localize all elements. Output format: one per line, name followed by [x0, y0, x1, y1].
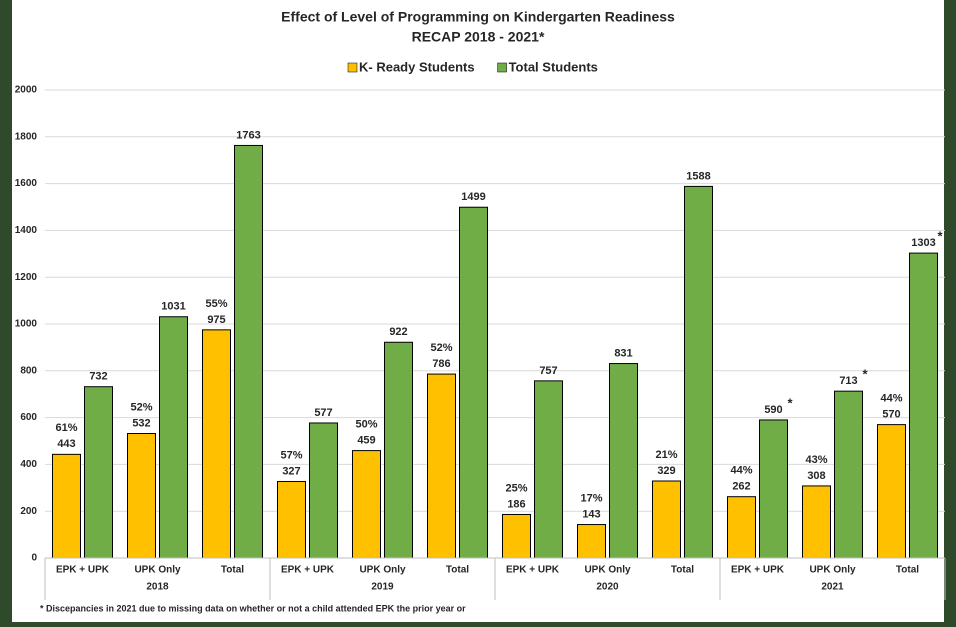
percent-label: 21%	[655, 449, 677, 461]
value-label: 1031	[161, 301, 185, 313]
chart-title: Effect of Level of Programming on Kinder…	[281, 9, 675, 25]
annotation: *	[788, 395, 794, 410]
y-tick-label: 1800	[15, 131, 38, 142]
bar	[384, 341, 413, 559]
value-label: 757	[539, 365, 557, 377]
y-tick-label: 400	[20, 459, 37, 470]
x-tick-label: EPK + UPK	[281, 565, 335, 576]
value-label: 459	[357, 435, 375, 447]
y-tick-label: 0	[31, 553, 37, 564]
annotation: *	[938, 229, 944, 244]
value-label: 713	[839, 375, 857, 387]
percent-label: 43%	[805, 454, 827, 466]
value-label: 329	[657, 465, 675, 477]
value-label: 590	[764, 404, 782, 416]
chart-subtitle: RECAP 2018 - 2021*	[412, 29, 545, 45]
percent-label: 52%	[430, 342, 452, 354]
x-tick-label: Total	[446, 565, 469, 576]
value-label: 975	[207, 314, 225, 326]
bar	[52, 453, 81, 559]
bar	[684, 185, 713, 559]
y-tick-label: 1000	[15, 319, 38, 330]
value-label: 262	[732, 481, 750, 493]
x-tick-label: UPK Only	[809, 565, 856, 576]
bar	[609, 363, 638, 559]
percent-label: 55%	[205, 298, 227, 310]
x-tick-label: EPK + UPK	[56, 565, 110, 576]
bar	[459, 206, 488, 559]
value-label: 443	[57, 438, 75, 450]
footnote: * Discepancies in 2021 due to missing da…	[40, 603, 466, 613]
bar	[202, 329, 231, 559]
x-group-label: 2020	[596, 582, 619, 593]
value-label: 570	[882, 409, 900, 421]
x-tick-label: Total	[896, 565, 919, 576]
bar	[834, 390, 863, 559]
percent-label: 50%	[355, 419, 377, 431]
value-label: 922	[389, 326, 407, 338]
x-group-label: 2021	[821, 582, 844, 593]
bar	[159, 316, 188, 559]
x-tick-label: EPK + UPK	[506, 565, 560, 576]
bar	[727, 496, 756, 559]
x-tick-label: UPK Only	[359, 565, 406, 576]
legend-label: K- Ready Students	[359, 59, 475, 74]
value-label: 1588	[686, 170, 710, 182]
percent-label: 44%	[880, 393, 902, 405]
value-label: 732	[89, 371, 107, 383]
y-tick-label: 200	[20, 506, 37, 517]
bar	[234, 144, 263, 559]
y-tick-label: 1200	[15, 272, 38, 283]
y-tick-label: 2000	[15, 85, 38, 96]
bar	[277, 480, 306, 559]
percent-label: 57%	[280, 449, 302, 461]
y-tick-label: 800	[20, 365, 37, 376]
value-label: 143	[582, 508, 600, 520]
value-label: 1303	[911, 237, 935, 249]
bar	[577, 524, 606, 559]
bar	[652, 480, 681, 559]
y-tick-label: 1400	[15, 225, 38, 236]
annotation: *	[863, 367, 869, 382]
percent-label: 17%	[580, 492, 602, 504]
value-label: 1499	[461, 191, 485, 203]
value-label: 186	[507, 498, 525, 510]
bar	[502, 513, 531, 559]
bar	[352, 450, 381, 559]
y-tick-label: 1600	[15, 178, 38, 189]
percent-label: 61%	[55, 422, 77, 434]
value-label: 532	[132, 417, 150, 429]
x-group-label: 2018	[146, 582, 169, 593]
percent-label: 44%	[730, 465, 752, 477]
bar	[877, 424, 906, 559]
value-label: 786	[432, 358, 450, 370]
x-tick-label: EPK + UPK	[731, 565, 785, 576]
bar	[759, 419, 788, 559]
value-label: 327	[282, 465, 300, 477]
x-tick-label: UPK Only	[584, 565, 631, 576]
value-label: 831	[614, 347, 632, 359]
value-label: 308	[807, 470, 825, 482]
x-tick-label: UPK Only	[134, 565, 181, 576]
y-tick-label: 600	[20, 412, 37, 423]
value-label: 577	[314, 407, 332, 419]
legend-swatch	[347, 62, 358, 73]
legend-swatch	[497, 62, 507, 73]
x-group-label: 2019	[371, 582, 394, 593]
x-tick-label: Total	[221, 565, 244, 576]
bar	[127, 433, 156, 559]
legend-label: Total Students	[509, 59, 598, 74]
bar	[909, 252, 938, 559]
value-label: 1763	[236, 129, 260, 141]
bar	[309, 422, 338, 559]
x-tick-label: Total	[671, 565, 694, 576]
percent-label: 52%	[130, 401, 152, 413]
percent-label: 25%	[505, 482, 527, 494]
bar	[534, 380, 563, 559]
bar	[802, 485, 831, 559]
bar	[427, 373, 456, 559]
bar	[84, 386, 113, 559]
